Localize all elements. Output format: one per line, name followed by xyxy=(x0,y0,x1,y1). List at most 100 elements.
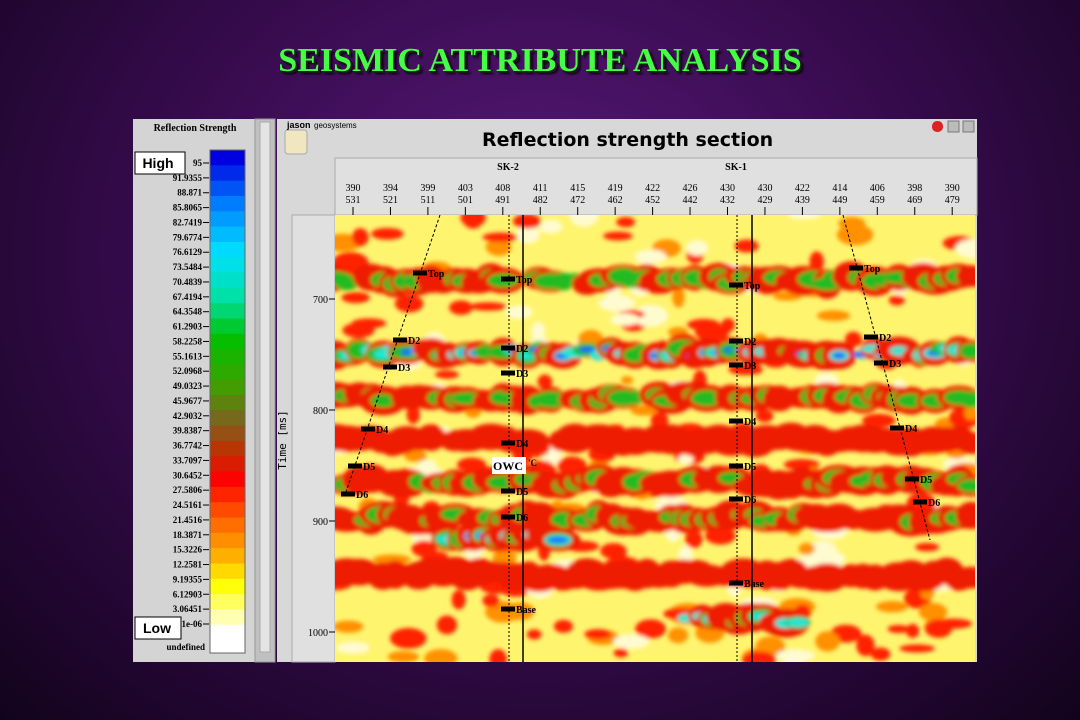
scroll-thumb[interactable] xyxy=(259,121,271,653)
trace-inline: 422 xyxy=(795,183,810,194)
undefined-label: undefined xyxy=(166,642,205,652)
amplitude-blob xyxy=(616,217,636,228)
color-swatch xyxy=(210,195,245,212)
trace-crossline: 432 xyxy=(720,195,735,206)
amplitude-blob xyxy=(832,352,846,359)
horizon-marker xyxy=(361,426,375,432)
color-label: 42.9032 xyxy=(173,411,203,421)
color-label: 30.6452 xyxy=(173,470,203,480)
time-label: 800 xyxy=(313,406,328,417)
amplitude-blob xyxy=(341,292,370,304)
amplitude-blob xyxy=(613,648,629,658)
horizon-label: D3 xyxy=(516,369,528,380)
horizon-marker xyxy=(501,514,515,520)
color-swatch xyxy=(210,471,245,488)
time-axis-panel xyxy=(291,214,336,663)
amplitude-blob xyxy=(416,424,446,451)
amplitude-blob xyxy=(687,318,721,331)
trace-inline: 398 xyxy=(907,183,922,194)
color-swatch xyxy=(210,410,245,427)
color-label: 73.5484 xyxy=(173,262,203,272)
horizon-label: D3 xyxy=(889,359,901,370)
trace-crossline: 459 xyxy=(870,195,885,206)
color-swatch xyxy=(210,563,245,580)
amplitude-blob xyxy=(788,215,821,220)
amplitude-blob xyxy=(456,457,487,472)
amplitude-blob xyxy=(411,540,437,557)
well-name: SK-1 xyxy=(725,162,747,173)
horizon-label: D6 xyxy=(516,513,528,524)
owc-label: OWC xyxy=(493,459,523,473)
horizon-label: D6 xyxy=(744,495,756,506)
trace-inline: 422 xyxy=(645,183,660,194)
trace-crossline: 469 xyxy=(907,195,922,206)
trace-crossline: 442 xyxy=(683,195,698,206)
trace-inline: 406 xyxy=(870,183,885,194)
trace-inline: 408 xyxy=(495,183,510,194)
amplitude-blob xyxy=(809,251,824,273)
amplitude-blob xyxy=(531,322,546,341)
horizon-label: D5 xyxy=(744,462,756,473)
window-title: Reflection strength section xyxy=(482,129,773,151)
trace-crossline: 462 xyxy=(608,195,623,206)
amplitude-blob xyxy=(875,601,909,613)
amplitude-blob xyxy=(424,649,458,662)
horizon-marker xyxy=(501,370,515,376)
amplitude-blob xyxy=(787,617,809,628)
close-button[interactable] xyxy=(932,121,943,132)
amplitude-blob xyxy=(721,318,735,332)
horizon-label: Top xyxy=(744,281,761,292)
maximize-button[interactable] xyxy=(947,120,960,133)
high-label: High xyxy=(142,155,173,171)
color-swatch xyxy=(210,395,245,411)
color-swatch xyxy=(210,211,245,228)
amplitude-blob xyxy=(816,310,851,322)
amplitude-blob xyxy=(451,590,466,610)
amplitude-blob xyxy=(888,295,905,306)
amplitude-blob xyxy=(862,413,896,428)
horizon-marker xyxy=(729,463,743,469)
color-swatch xyxy=(210,257,245,273)
horizon-marker xyxy=(501,440,515,446)
amplitude-blob xyxy=(504,429,550,453)
horizon-label: Top xyxy=(864,264,881,275)
amplitude-blob xyxy=(734,239,759,253)
color-label: 27.5806 xyxy=(173,485,203,495)
amplitude-blob xyxy=(539,219,563,234)
horizon-marker xyxy=(413,270,427,276)
amplitude-blob xyxy=(436,615,458,635)
amplitude-blob xyxy=(610,313,640,326)
amplitude-blob xyxy=(960,391,975,409)
horizon-label: D2 xyxy=(879,333,891,344)
horizon-marker xyxy=(393,337,407,343)
color-label: 55.1613 xyxy=(173,351,203,361)
amplitude-blob xyxy=(352,228,369,247)
horizon-label: D4 xyxy=(376,425,388,436)
color-label: 52.0968 xyxy=(173,366,203,376)
slide-title: SEISMIC ATTRIBUTE ANALYSIS xyxy=(278,42,802,79)
horizon-marker xyxy=(913,499,927,505)
resize-button[interactable] xyxy=(962,120,975,133)
amplitude-blob xyxy=(915,542,940,552)
amplitude-blob xyxy=(905,623,920,638)
amplitude-blob xyxy=(613,634,650,649)
amplitude-blob xyxy=(755,409,774,423)
horizon-marker xyxy=(383,364,397,370)
horizon-label: Top xyxy=(428,269,445,280)
trace-inline: 430 xyxy=(757,183,772,194)
horizon-marker xyxy=(729,338,743,344)
amplitude-blob xyxy=(603,231,633,241)
color-label: 82.7419 xyxy=(173,217,203,227)
color-label: 64.3548 xyxy=(173,307,203,317)
horizon-label: D6 xyxy=(356,490,368,501)
amplitude-blob xyxy=(578,346,596,353)
amplitude-blob xyxy=(335,620,364,633)
amplitude-blob xyxy=(955,501,975,530)
amplitude-blob xyxy=(390,627,427,649)
amplitude-blob xyxy=(489,649,508,662)
trace-crossline: 479 xyxy=(945,195,960,206)
horizon-marker xyxy=(341,491,355,497)
color-label: 76.6129 xyxy=(173,247,203,257)
amplitude-blob xyxy=(956,265,975,288)
